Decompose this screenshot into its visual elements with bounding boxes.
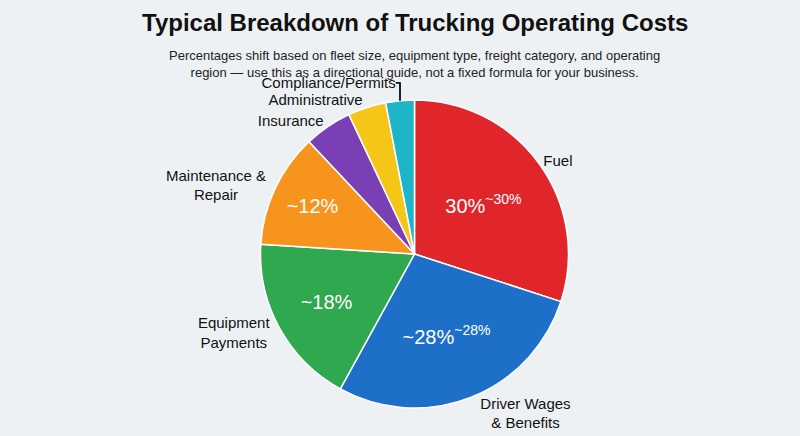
svg-text:Administrative: Administrative <box>268 91 362 108</box>
svg-text:Maintenance &Repair: Maintenance &Repair <box>166 167 266 204</box>
svg-text:30%​~30%​: 30%​~30%​ <box>445 191 521 216</box>
svg-text:EquipmentPayments: EquipmentPayments <box>198 314 271 351</box>
svg-text:Insurance: Insurance <box>258 112 324 129</box>
svg-text:Compliance/Permits: Compliance/Permits <box>262 74 396 91</box>
svg-text:Driver Wages& Benefits: Driver Wages& Benefits <box>480 395 570 432</box>
svg-text:Typical Breakdown of Trucking: Typical Breakdown of Trucking Operating … <box>142 9 688 36</box>
svg-text:Fuel: Fuel <box>543 152 572 169</box>
svg-text:~18%: ~18% <box>301 291 353 313</box>
svg-text:~28%​~28%​: ~28%​~28%​ <box>403 322 491 347</box>
svg-text:~12%: ~12% <box>287 195 339 217</box>
svg-text:Percentages shift based on fle: Percentages shift based on fleet size, e… <box>169 48 660 80</box>
